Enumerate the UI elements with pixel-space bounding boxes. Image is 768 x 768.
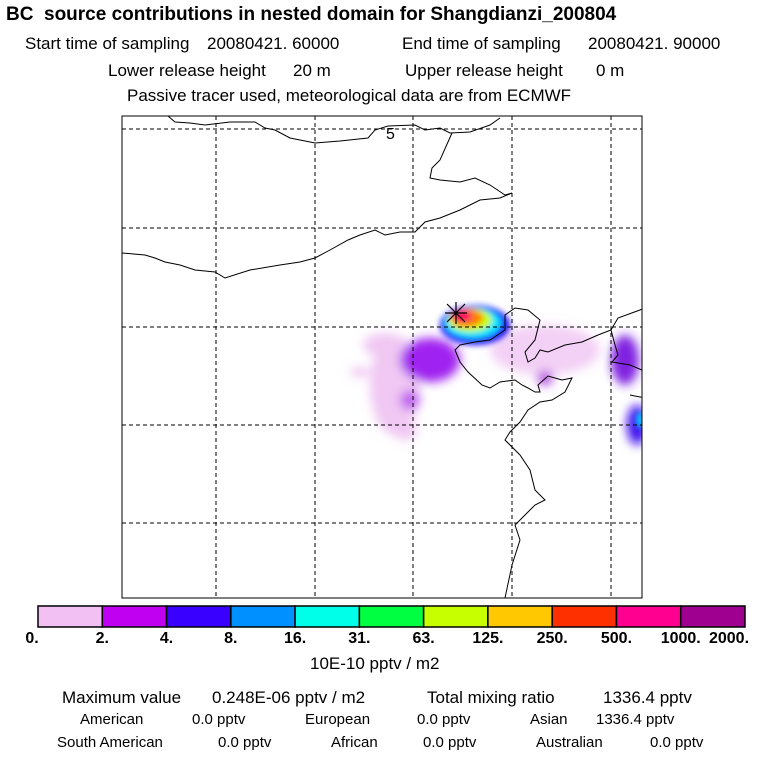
colorbar-tick-label: 31. xyxy=(348,630,371,647)
colorbar xyxy=(37,605,746,628)
region-name: Australian xyxy=(536,734,603,751)
colorbar-segment xyxy=(679,605,746,628)
colorbar-tick-label: 16. xyxy=(283,630,307,647)
colorbar-tick-label: 2000. xyxy=(708,630,750,647)
colorbar-segment xyxy=(230,605,296,628)
colorbar-segment xyxy=(165,605,232,628)
colorbar-tick-label: 1000. xyxy=(660,630,701,647)
total-mixing-value: 1336.4 pptv xyxy=(603,688,692,707)
total-mixing-label: Total mixing ratio xyxy=(427,688,555,707)
region-value: 0.0 pptv xyxy=(192,711,246,728)
colorbar-segment xyxy=(101,605,168,628)
region-name: American xyxy=(80,711,144,728)
tracer-note: Passive tracer used, meteorological data… xyxy=(127,86,572,105)
coastlines xyxy=(122,116,642,598)
region-name: African xyxy=(331,734,378,751)
map-label: 5 xyxy=(386,126,395,143)
receptor-marker-icon xyxy=(445,302,467,324)
colorbar-segment xyxy=(551,605,618,628)
grid-lines xyxy=(122,116,642,598)
region-value: 1336.4 pptv xyxy=(596,711,675,728)
region-value: 0.0 pptv xyxy=(423,734,477,751)
plot-title: BC source contributions in nested domain… xyxy=(6,4,617,25)
max-value: 0.248E-06 pptv / m2 xyxy=(212,688,366,707)
colorbar-tick-label: 250. xyxy=(536,630,568,647)
region-value: 0.0 pptv xyxy=(218,734,272,751)
map-frame xyxy=(121,115,643,599)
region-value: 0.0 pptv xyxy=(650,734,704,751)
colorbar-tick-label: 2. xyxy=(95,630,109,647)
max-value-label: Maximum value xyxy=(62,688,182,707)
upper-height-value: 0 m xyxy=(596,61,625,80)
region-name: Asian xyxy=(530,711,568,728)
colorbar-tick-label: 4. xyxy=(159,630,174,647)
colorbar-unit: 10E-10 pptv / m2 xyxy=(310,654,440,673)
colorbar-tick-label: 500. xyxy=(600,630,633,647)
lower-height-value: 20 m xyxy=(293,61,331,80)
end-time-label: End time of sampling xyxy=(402,34,561,53)
region-name: South American xyxy=(57,734,163,751)
colorbar-segment xyxy=(487,605,553,628)
low-plume xyxy=(350,325,642,445)
colorbar-segment xyxy=(358,605,425,628)
colorbar-tick-label: 0. xyxy=(25,630,39,647)
colorbar-tick-label: 63. xyxy=(412,630,435,647)
colorbar-segment xyxy=(37,605,104,628)
lower-height-label: Lower release height xyxy=(108,61,266,80)
concentration-field xyxy=(350,305,642,445)
start-time-value: 20080421. 60000 xyxy=(207,34,340,53)
start-time-label: Start time of sampling xyxy=(25,34,190,53)
colorbar-segment xyxy=(422,605,489,628)
region-name: European xyxy=(305,711,371,728)
colorbar-segment xyxy=(294,605,361,628)
region-value: 0.0 pptv xyxy=(417,711,471,728)
colorbar-tick-label: 8. xyxy=(224,630,238,647)
end-time-value: 20080421. 90000 xyxy=(588,34,721,53)
colorbar-segment xyxy=(615,605,682,628)
colorbar-tick-label: 125. xyxy=(472,630,504,647)
upper-height-label: Upper release height xyxy=(405,61,563,80)
